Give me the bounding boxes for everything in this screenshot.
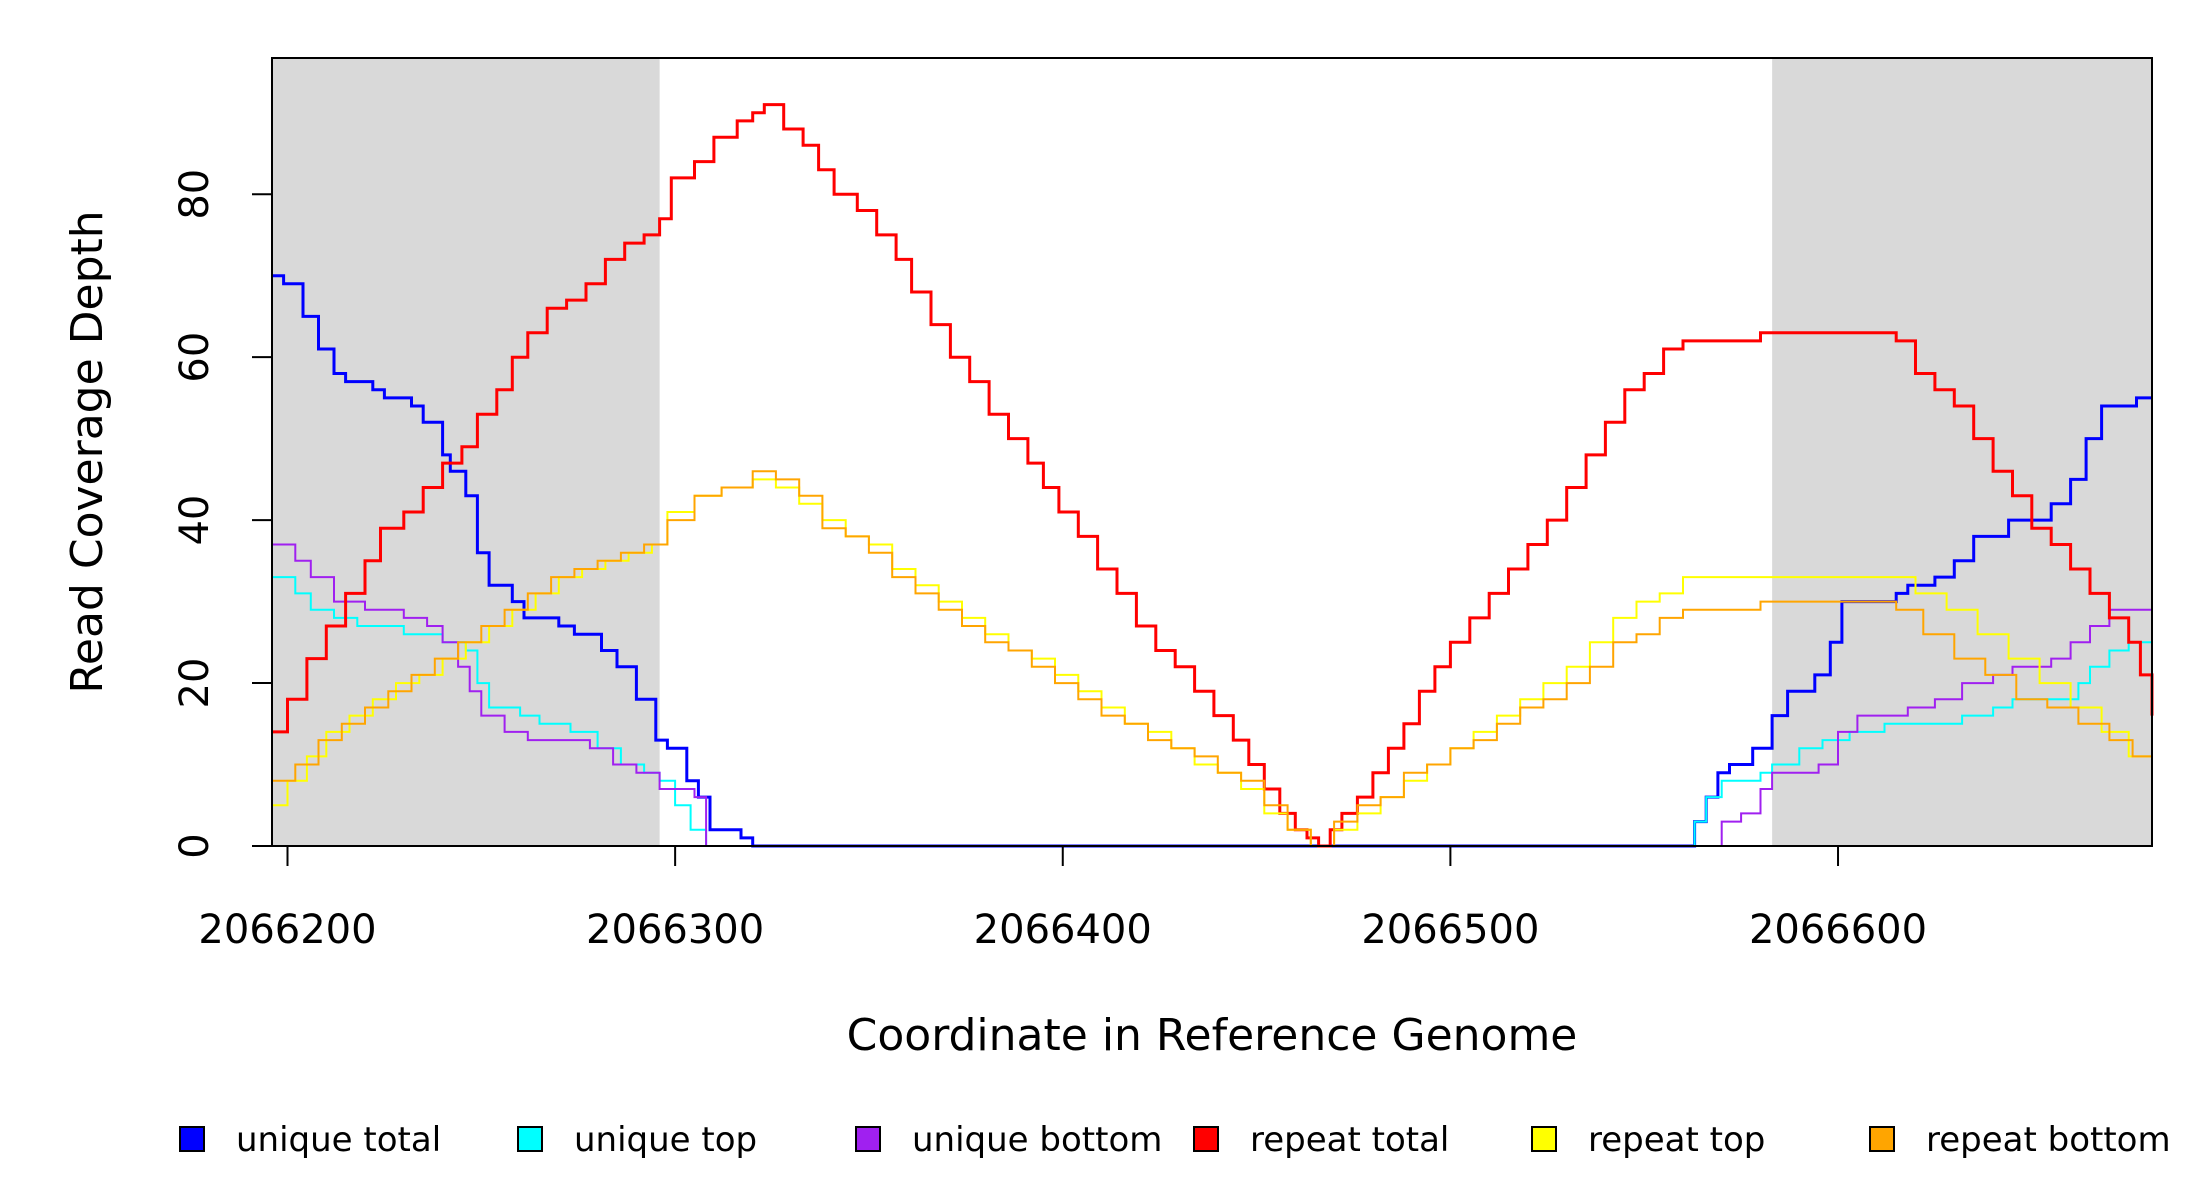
legend-swatch	[1869, 1126, 1895, 1152]
legend-swatch	[517, 1126, 543, 1152]
legend-swatch	[1193, 1126, 1219, 1152]
series-line-unique-bottom	[272, 543, 2152, 847]
x-tick-label: 2066400	[974, 907, 1152, 953]
legend-label: unique total	[236, 1120, 441, 1160]
shaded-region-0	[272, 58, 660, 846]
legend-swatch	[1531, 1126, 1557, 1152]
shaded-region-1	[1772, 58, 2152, 846]
legend-label: unique top	[574, 1120, 757, 1160]
legend-label: repeat total	[1250, 1120, 1449, 1160]
x-axis: 2066200 2066300 2066400 2066500 2066600	[198, 845, 1927, 953]
x-axis-title: Coordinate in Reference Genome	[847, 1010, 1578, 1061]
series-line-repeat-total	[272, 103, 2154, 848]
x-tick-label: 2066200	[198, 907, 376, 953]
y-tick-label: 20	[172, 658, 218, 709]
series-lines	[272, 103, 2154, 848]
shaded-regions	[272, 58, 2152, 846]
legend-label: repeat bottom	[1926, 1120, 2171, 1160]
plot-area	[271, 57, 2154, 848]
y-axis: 0 20 40 60 80	[172, 169, 273, 859]
legend-label: repeat top	[1588, 1120, 1765, 1160]
legend: unique total unique top unique bottom repea…	[179, 1120, 2171, 1160]
x-tick-label: 2066500	[1361, 907, 1539, 953]
y-tick-label: 40	[172, 495, 218, 546]
x-tick-label: 2066600	[1749, 907, 1927, 953]
legend-item: unique top	[517, 1120, 757, 1160]
legend-item: repeat total	[1193, 1120, 1449, 1160]
y-axis-title: Read Coverage Depth	[62, 210, 113, 693]
legend-item: repeat top	[1531, 1120, 1765, 1160]
y-tick-label: 80	[172, 169, 218, 220]
series-line-repeat-bottom	[272, 470, 2153, 847]
legend-swatch	[855, 1126, 881, 1152]
legend-item: unique total	[179, 1120, 441, 1160]
legend-item: unique bottom	[855, 1120, 1162, 1160]
legend-label: unique bottom	[912, 1120, 1162, 1160]
y-tick-label: 60	[172, 332, 218, 383]
x-tick-label: 2066300	[586, 907, 764, 953]
legend-item: repeat bottom	[1869, 1120, 2171, 1160]
legend-swatch	[179, 1126, 205, 1152]
y-tick-label: 0	[172, 833, 218, 858]
